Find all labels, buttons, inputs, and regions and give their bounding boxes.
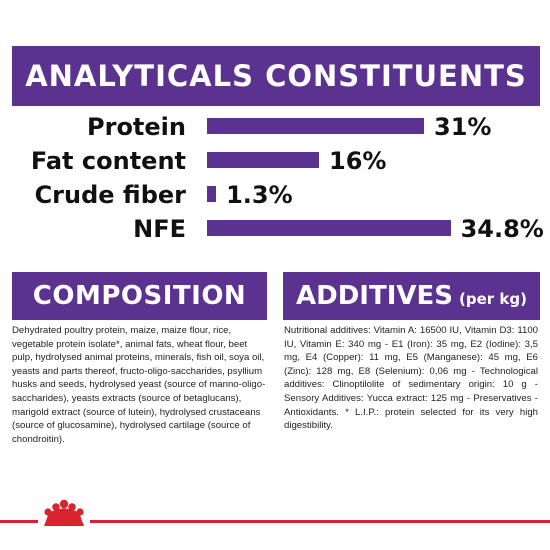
constituent-row-protein: Protein 31% — [0, 110, 550, 144]
constituent-row-nfe: NFE 34.8% — [0, 212, 550, 246]
composition-header: COMPOSITION — [12, 272, 267, 320]
composition-text: Dehydrated poultry protein, maize, maize… — [12, 325, 266, 445]
footer-divider — [0, 520, 550, 523]
constituent-label: NFE — [133, 215, 186, 243]
analytical-constituents-header: ANALYTICALS CONSTITUENTS — [12, 46, 540, 106]
constituent-label: Crude fiber — [34, 181, 186, 209]
constituent-label: Fat content — [30, 147, 186, 175]
composition-title: COMPOSITION — [32, 281, 247, 311]
constituent-label: Protein — [87, 113, 186, 141]
constituent-bar — [207, 152, 319, 168]
constituent-bar — [207, 220, 451, 236]
additives-text: Nutritional additives: Vitamin A: 16500 … — [284, 325, 538, 432]
constituent-bar — [207, 118, 424, 134]
constituent-value: 31% — [434, 113, 492, 141]
royal-canin-crown-icon — [38, 498, 90, 530]
constituent-bar — [207, 186, 217, 202]
constituent-value: 1.3% — [226, 181, 293, 209]
header-title: ANALYTICALS CONSTITUENTS — [25, 59, 527, 93]
additives-title: ADDITIVES — [296, 281, 453, 311]
additives-header: ADDITIVES (per kg) — [283, 272, 540, 320]
constituent-row-fat: Fat content 16% — [0, 144, 550, 178]
constituent-value: 16% — [329, 147, 387, 175]
constituent-row-fiber: Crude fiber 1.3% — [0, 178, 550, 212]
additives-unit: (per kg) — [459, 290, 527, 308]
constituent-value: 34.8% — [460, 215, 544, 243]
